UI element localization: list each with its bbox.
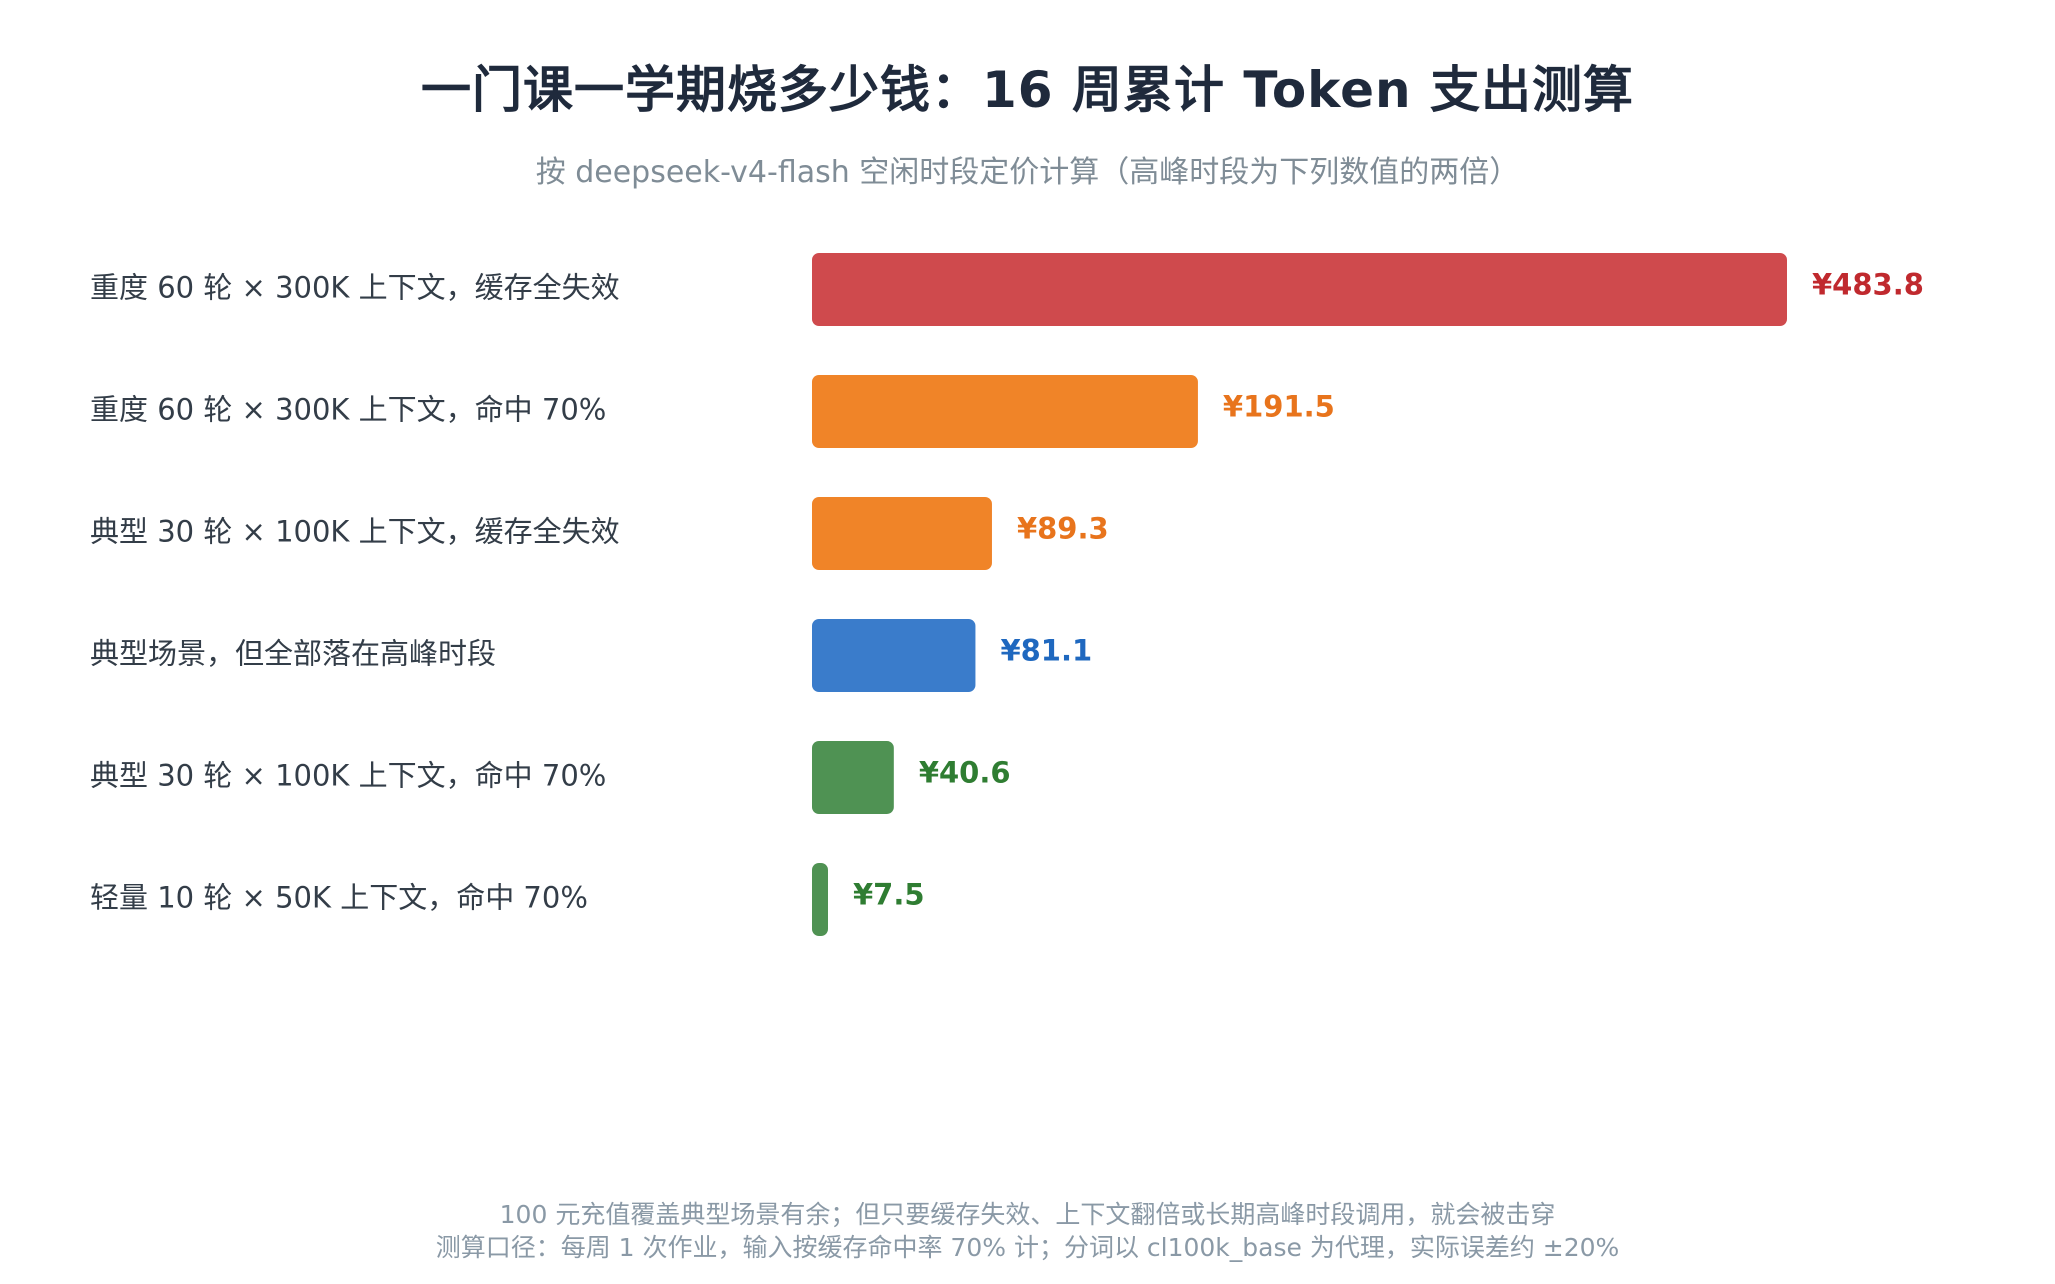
category-label: 典型场景，但全部落在高峰时段 <box>90 637 496 671</box>
bar <box>812 375 1198 448</box>
category-label: 典型 30 轮 × 100K 上下文，命中 70% <box>90 759 606 793</box>
value-label: ¥40.6 <box>919 756 1011 790</box>
value-label: ¥81.1 <box>1000 634 1092 668</box>
bar <box>812 497 992 570</box>
bar <box>812 619 976 692</box>
category-label: 重度 60 轮 × 300K 上下文，缓存全失效 <box>90 271 620 305</box>
value-label: ¥191.5 <box>1223 390 1335 424</box>
footer-method: 测算口径：每周 1 次作业，输入按缓存命中率 70% 计；分词以 cl100k_… <box>435 1233 1620 1262</box>
value-label: ¥7.5 <box>853 878 925 912</box>
category-label: 典型 30 轮 × 100K 上下文，缓存全失效 <box>90 515 620 549</box>
footer-note: 100 元充值覆盖典型场景有余；但只要缓存失效、上下文翻倍或长期高峰时段调用，就… <box>499 1200 1556 1229</box>
chart-title: 一门课一学期烧多少钱：16 周累计 Token 支出测算 <box>420 61 1635 119</box>
bar <box>812 253 1787 326</box>
bar <box>812 741 894 814</box>
category-label: 重度 60 轮 × 300K 上下文，命中 70% <box>90 393 606 427</box>
value-label: ¥89.3 <box>1017 512 1109 546</box>
category-label: 轻量 10 轮 × 50K 上下文，命中 70% <box>90 881 588 915</box>
chart-subtitle: 按 deepseek-v4-flash 空闲时段定价计算（高峰时段为下列数值的两… <box>535 155 1520 190</box>
value-label: ¥483.8 <box>1812 268 1924 302</box>
bar <box>812 863 828 936</box>
